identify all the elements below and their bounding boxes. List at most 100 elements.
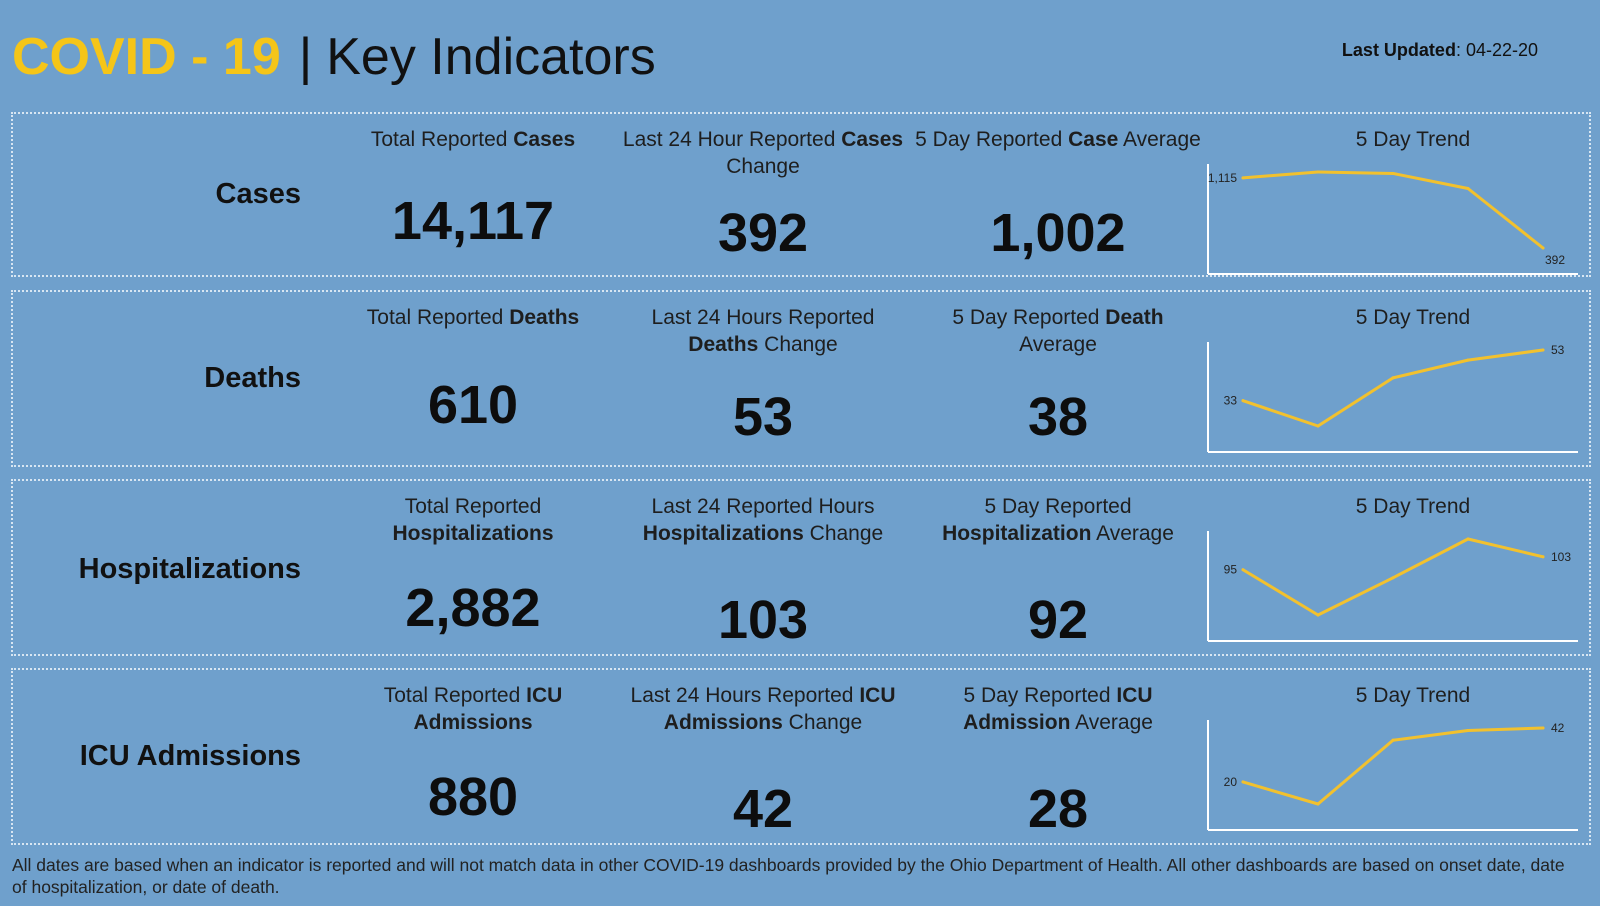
kpi-label-suffix: Change [803, 522, 884, 545]
kpi-card: 5 Day Reported Case Average 1,002 [913, 126, 1203, 271]
kpi-label-text: Total Reported [404, 495, 542, 518]
kpi-card: Total Reported Cases 14,117 [328, 126, 618, 271]
trend-point [1241, 568, 1245, 572]
trend-last-label: 53 [1551, 343, 1565, 357]
kpi-label-text: 5 Day Reported [952, 306, 1106, 329]
kpi-value: 880 [427, 767, 519, 827]
trend-point [1541, 726, 1545, 730]
kpi-label-emphasis: Death [1105, 306, 1164, 329]
kpi-label-text: Last 24 Reported Hours [651, 495, 875, 518]
trend-line-segment [1316, 738, 1395, 806]
kpi-label: Last 24 Reported Hours Hospitalizations … [618, 493, 908, 547]
trend-line-segment [1466, 726, 1545, 732]
trend-first-label: 33 [1224, 394, 1238, 408]
trend-point [1466, 358, 1470, 362]
trend-first-label: 1,115 [1208, 171, 1237, 185]
trend-point [1541, 555, 1545, 559]
trend-line-segment [1241, 780, 1320, 806]
trend-title: 5 Day Trend [1355, 684, 1471, 707]
brand-title: COVID - 19 [12, 28, 281, 86]
footer-note: All dates are based when an indicator is… [12, 855, 1565, 897]
kpi-label-text: Total Reported [383, 684, 527, 707]
kpi-card: Total Reported ICU Admissions 880 [328, 682, 618, 839]
kpi-label-emphasis: ICU Admissions [663, 684, 896, 734]
kpi-label-emphasis: Hospitalizations [392, 522, 554, 545]
trend-point [1316, 424, 1320, 428]
trend-line-segment [1466, 537, 1545, 559]
trend-line-segment [1316, 170, 1395, 175]
kpi-label-emphasis: Case [1068, 128, 1119, 151]
kpi-card: Total Reported Deaths 610 [328, 304, 618, 461]
trend-line-segment [1391, 728, 1470, 742]
indicator-panel-icu-admissions: ICU Admissions Total Reported ICU Admissi… [11, 668, 1591, 845]
kpi-label: Total Reported Cases [328, 126, 618, 180]
trend-point [1391, 376, 1395, 380]
kpi-card: Last 24 Reported Hours Hospitalizations … [618, 493, 908, 650]
indicator-panel-hospitalizations: Hospitalizations Total Reported Hospitali… [11, 479, 1591, 656]
trend-point [1466, 728, 1470, 732]
trend-sparkline: 95 103 [1207, 531, 1578, 642]
kpi-card: Total Reported Hospitalizations 2,882 [328, 493, 618, 650]
kpi-value: 28 [1027, 779, 1089, 839]
trend-point [1241, 780, 1245, 784]
trend-line-segment [1241, 170, 1320, 180]
trend-title: 5 Day Trend [1355, 495, 1471, 518]
trend-sparkline: 33 53 [1207, 342, 1578, 453]
title-separator: | [298, 28, 313, 86]
trend-point [1466, 187, 1470, 191]
kpi-label-emphasis: ICU Admissions [413, 684, 563, 734]
trend-line-segment [1466, 187, 1545, 250]
page-title: Key Indicators [326, 28, 656, 86]
kpi-label: 5 Day Reported ICU Admission Average [913, 682, 1203, 736]
trend-point [1391, 171, 1395, 175]
trend-point [1541, 348, 1545, 352]
kpi-card: Last 24 Hours Reported Deaths Change 53 [618, 304, 908, 461]
trend-point [1316, 613, 1320, 617]
trend-line-segment [1466, 348, 1545, 362]
trend-point [1316, 802, 1320, 806]
trend-sparkline: 1,115 392 [1207, 164, 1578, 275]
kpi-label: Total Reported Deaths [328, 304, 618, 358]
row-label: Cases [215, 178, 301, 210]
kpi-value: 392 [717, 203, 809, 263]
trend-point [1241, 176, 1245, 180]
kpi-label-suffix: Average [1118, 128, 1201, 151]
trend-line-segment [1316, 376, 1395, 428]
kpi-label-text: Last 24 Hours Reported [630, 684, 860, 707]
kpi-label: Last 24 Hours Reported Deaths Change [618, 304, 908, 358]
kpi-label: Total Reported Hospitalizations [328, 493, 618, 547]
row-label: Deaths [204, 362, 301, 394]
kpi-card: 5 Day Reported Hospitalization Average 92 [913, 493, 1203, 650]
kpi-label-text: 5 Day Reported [963, 684, 1117, 707]
trend-line-segment [1391, 537, 1470, 580]
kpi-label-emphasis: ICU Admission [963, 684, 1153, 734]
trend-first-label: 95 [1224, 563, 1238, 577]
trend-last-label: 103 [1551, 550, 1571, 564]
kpi-label-suffix: Average [1070, 711, 1153, 734]
kpi-label-text: Total Reported [366, 306, 510, 329]
kpi-value: 2,882 [405, 578, 541, 638]
kpi-label-emphasis: Deaths [688, 333, 759, 356]
kpi-label-text: 5 Day Reported [915, 128, 1069, 151]
kpi-value: 103 [717, 590, 809, 650]
last-updated-label: Last Updated [1341, 40, 1456, 60]
kpi-card: Last 24 Hours Reported ICU Admissions Ch… [618, 682, 908, 839]
trend-line-segment [1391, 358, 1470, 380]
last-updated-value: : 04-22-20 [1455, 40, 1538, 60]
trend-line-segment [1391, 171, 1470, 191]
kpi-label-text: Last 24 Hours Reported [651, 306, 875, 329]
kpi-label-suffix: Average [1019, 333, 1097, 356]
kpi-label-emphasis: Cases [513, 128, 576, 151]
trend-point [1241, 399, 1245, 403]
trend-first-label: 20 [1224, 775, 1238, 789]
kpi-card: 5 Day Reported Death Average 38 [913, 304, 1203, 461]
kpi-label: Last 24 Hours Reported ICU Admissions Ch… [618, 682, 908, 736]
kpi-value: 92 [1027, 590, 1089, 650]
trend-point [1316, 170, 1320, 174]
kpi-value: 14,117 [391, 191, 555, 251]
kpi-value: 610 [427, 375, 519, 435]
kpi-label-text: Last 24 Hour Reported [622, 128, 842, 151]
kpi-value: 1,002 [990, 203, 1126, 263]
kpi-card: Last 24 Hour Reported Cases Change 392 [618, 126, 908, 271]
indicator-panel-deaths: Deaths Total Reported Deaths 610 Last 24 Ho… [11, 290, 1591, 467]
